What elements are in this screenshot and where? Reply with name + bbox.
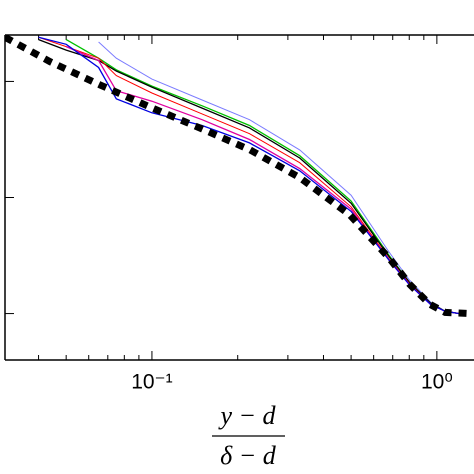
x-label-denominator: δ − d xyxy=(220,441,277,470)
reference-line xyxy=(5,35,471,318)
series-line xyxy=(38,36,460,315)
x-label-numerator: y − d xyxy=(217,401,276,430)
x-tick-label: 10⁻¹ xyxy=(131,371,172,394)
series-line xyxy=(38,38,460,315)
x-tick-label: 10⁰ xyxy=(421,371,453,394)
series-line xyxy=(98,41,460,315)
series-line xyxy=(38,36,460,315)
